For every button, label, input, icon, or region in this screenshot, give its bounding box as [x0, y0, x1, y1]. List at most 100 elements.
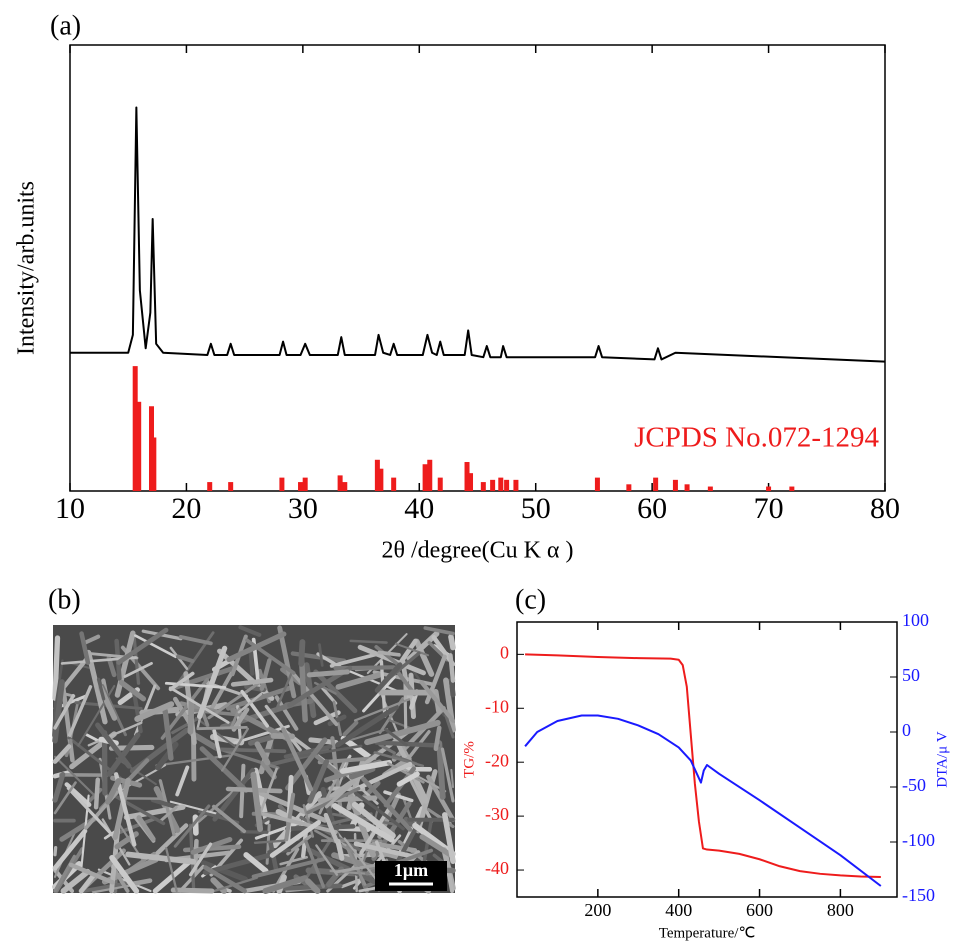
sem-rod [170, 887, 215, 894]
sem-rod [201, 860, 248, 883]
y2-tick-label: -100 [902, 830, 935, 850]
sem-rod [233, 724, 290, 745]
sem-rod [95, 722, 132, 769]
sem-rod [231, 707, 250, 732]
sem-rod [67, 685, 93, 737]
sem-rod [168, 686, 230, 724]
reference-peak [513, 479, 519, 491]
y2-axis-label: DTA/μ V [934, 731, 950, 788]
x-tick-label: 40 [404, 492, 434, 525]
reference-peak [437, 477, 443, 491]
sem-rod [68, 862, 115, 885]
sem-rod [298, 639, 306, 667]
y2-tick-label: -50 [902, 775, 926, 795]
sem-rod [190, 836, 233, 855]
sem-rod [386, 761, 425, 784]
sem-rod [305, 878, 321, 894]
sem-rod [343, 837, 377, 880]
reference-peak [480, 482, 486, 491]
sem-rod [374, 645, 403, 669]
sem-rod [349, 766, 376, 780]
sem-rod [358, 886, 378, 893]
sem-rod [334, 863, 379, 874]
sem-rod [188, 842, 213, 877]
sem-rod [262, 875, 309, 894]
sem-rod [96, 677, 106, 701]
sem-rod [329, 652, 378, 668]
sem-rod [259, 658, 272, 691]
sem-rod [118, 679, 147, 702]
sem-rod [350, 727, 389, 741]
sem-rod [450, 768, 455, 789]
sem-rod [251, 857, 325, 879]
sem-rod [109, 854, 140, 894]
x-axis-label: Temperature/℃ [659, 925, 756, 941]
sem-rod [53, 694, 76, 730]
reference-peak [136, 401, 142, 491]
sem-rod [214, 747, 287, 754]
sem-rod [187, 698, 195, 735]
sem-rod [178, 634, 213, 646]
reference-peak [464, 462, 470, 491]
sem-rod [240, 689, 270, 728]
sem-rod [324, 780, 356, 809]
sem-rod [54, 755, 98, 799]
sem-rod [349, 639, 388, 644]
sem-rod [66, 786, 114, 836]
sem-rod [116, 627, 169, 665]
x-tick-label: 20 [171, 492, 201, 525]
sem-rod [60, 684, 75, 763]
reference-peak [427, 459, 433, 491]
sem-rod [419, 680, 456, 723]
sem-rod [79, 631, 91, 665]
sem-rod [52, 744, 72, 764]
sem-rod [211, 804, 247, 834]
sem-rod [274, 672, 293, 713]
reference-peak [342, 482, 348, 491]
sem-rod [408, 672, 416, 720]
sem-rod [313, 710, 341, 726]
x-tick-label: 10 [55, 492, 85, 525]
sem-rod [243, 852, 269, 874]
sem-rod [436, 740, 446, 800]
sem-rod [403, 662, 408, 733]
sem-rod [196, 725, 248, 731]
reference-peak [498, 477, 504, 491]
sem-rod [188, 823, 196, 893]
y-tick-label: -10 [485, 696, 509, 716]
x-axis-label: 2θ /degree(Cu K α ) [381, 538, 573, 564]
reference-peak [298, 482, 304, 491]
sem-rod [317, 795, 378, 803]
x-tick-label: 70 [754, 492, 784, 525]
sem-rod [125, 851, 197, 865]
reference-peak [468, 473, 474, 491]
sem-rod [306, 847, 378, 885]
reference-peak [422, 464, 428, 491]
sem-rod [377, 650, 401, 657]
sem-rod [442, 812, 456, 865]
sem-rod [203, 865, 247, 894]
sem-rod [446, 868, 455, 894]
y2-tick-label: 0 [902, 720, 911, 740]
sem-rod [327, 714, 347, 727]
sem-rod [433, 725, 442, 752]
x-tick-label: 400 [665, 900, 692, 920]
sem-rod [299, 815, 363, 853]
sem-rod [150, 797, 176, 809]
reference-peak [391, 477, 397, 491]
sem-panel: 1μm (b) [48, 584, 456, 894]
sem-rod [374, 662, 403, 693]
sem-rod [155, 754, 231, 767]
y-tick-label: -40 [485, 858, 509, 878]
panel-label: (a) [50, 10, 81, 41]
reference-peak [653, 477, 659, 491]
sem-rod [212, 876, 258, 893]
sem-rod [339, 759, 393, 774]
reference-peak [789, 486, 795, 491]
sem-rod [159, 805, 178, 822]
sem-rod [298, 655, 308, 723]
sem-rod [315, 844, 339, 876]
sem-rod [444, 713, 455, 739]
reference-peak [594, 477, 600, 491]
y-axis-label: TG/% [461, 741, 477, 778]
